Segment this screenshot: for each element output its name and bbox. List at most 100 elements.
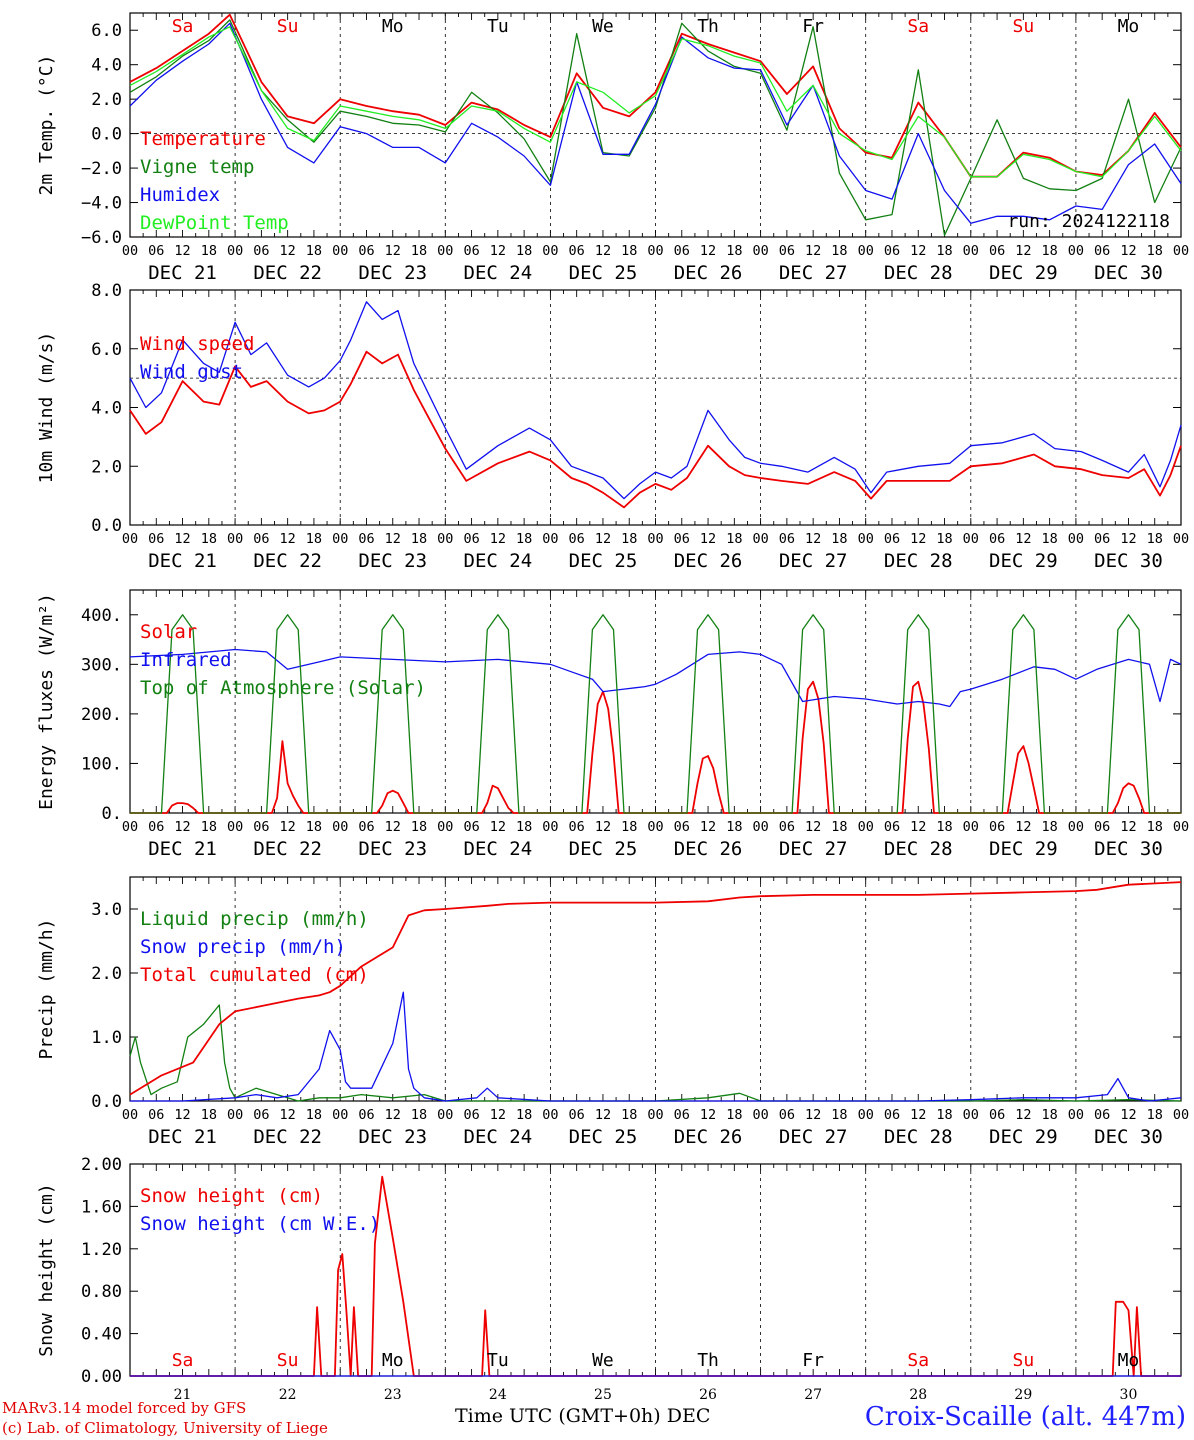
y-axis-label: Snow height (cm) — [36, 1183, 57, 1356]
hour-label: 18 — [831, 1107, 847, 1123]
hour-label: 00 — [858, 819, 874, 835]
hour-label: 06 — [358, 819, 374, 835]
legend-entry: Snow precip (mm/h) — [140, 936, 346, 958]
hour-label: 18 — [516, 243, 532, 259]
date-label: DEC 28 — [884, 838, 953, 860]
weekday-label: We — [592, 16, 614, 37]
hour-label: 18 — [936, 531, 952, 547]
series-line-blue — [129, 648, 1182, 708]
hour-label: 18 — [936, 1107, 952, 1123]
date-label: DEC 24 — [464, 838, 533, 860]
hour-label: 18 — [1147, 531, 1163, 547]
hour-label: 06 — [148, 1107, 164, 1123]
hour-label: 12 — [910, 819, 926, 835]
hour-label: 18 — [201, 819, 217, 835]
date-label: DEC 24 — [464, 550, 533, 572]
hour-label: 06 — [674, 531, 690, 547]
hour-label: 06 — [1094, 819, 1110, 835]
hour-label: 00 — [1068, 243, 1084, 259]
y-tick-label: 4.0 — [91, 399, 122, 419]
hour-label: 12 — [595, 243, 611, 259]
series-line-green — [130, 614, 1181, 814]
day-number-label: 21 — [174, 1387, 192, 1403]
hour-label: 12 — [490, 819, 506, 835]
hour-label: 06 — [884, 531, 900, 547]
hour-label: 18 — [411, 1107, 427, 1123]
date-label: DEC 27 — [779, 550, 848, 572]
hour-label: 12 — [385, 819, 401, 835]
hour-label: 00 — [963, 819, 979, 835]
y-tick-label: 1.20 — [81, 1240, 122, 1260]
hour-label: 06 — [989, 243, 1005, 259]
y-tick-label: 6.0 — [91, 340, 122, 360]
date-label: DEC 24 — [464, 1126, 533, 1148]
hour-label: 18 — [201, 1107, 217, 1123]
legend-entry: Liquid precip (mm/h) — [140, 908, 369, 930]
date-label: DEC 23 — [358, 550, 427, 572]
hour-label: 06 — [148, 243, 164, 259]
hour-label: 12 — [595, 531, 611, 547]
hour-label: 00 — [647, 243, 663, 259]
date-label: DEC 23 — [358, 262, 427, 284]
hour-label: 18 — [1147, 1107, 1163, 1123]
hour-label: 06 — [674, 243, 690, 259]
hour-label: 06 — [358, 243, 374, 259]
hour-label: 00 — [122, 1107, 138, 1123]
y-axis-label: 2m Temp. (°C) — [36, 55, 57, 196]
weekday-label: Tu — [487, 16, 509, 37]
weekday-label: Su — [1013, 1350, 1035, 1371]
date-label: DEC 21 — [148, 1126, 217, 1148]
weekday-label: Sa — [172, 1350, 194, 1371]
date-label: DEC 26 — [674, 550, 743, 572]
hour-label: 06 — [463, 819, 479, 835]
hour-label: 06 — [358, 1107, 374, 1123]
hour-label: 18 — [831, 531, 847, 547]
legend-entry: Vigne temp — [140, 156, 254, 178]
hour-label: 00 — [122, 819, 138, 835]
hour-label: 00 — [1068, 1107, 1084, 1123]
y-tick-label: 0.40 — [81, 1325, 122, 1345]
hour-label: 00 — [1068, 531, 1084, 547]
y-tick-label: 100. — [81, 754, 122, 774]
day-number-label: 29 — [1014, 1387, 1032, 1403]
hour-label: 06 — [358, 531, 374, 547]
date-label: DEC 30 — [1094, 838, 1163, 860]
weekday-label: Th — [697, 16, 719, 37]
date-label: DEC 22 — [253, 1126, 322, 1148]
hour-label: 18 — [1041, 243, 1057, 259]
series-line-blue — [129, 301, 1182, 500]
day-number-label: 27 — [804, 1387, 822, 1403]
hour-label: 12 — [595, 1107, 611, 1123]
hour-label: 00 — [1173, 1107, 1189, 1123]
weekday-label: Th — [697, 1350, 719, 1371]
date-label: DEC 27 — [779, 262, 848, 284]
hour-label: 18 — [411, 531, 427, 547]
y-tick-label: −2.0 — [81, 159, 122, 179]
weekday-label: Su — [277, 1350, 299, 1371]
hour-label: 18 — [726, 243, 742, 259]
hour-label: 06 — [779, 531, 795, 547]
hour-label: 00 — [858, 531, 874, 547]
hour-label: 00 — [437, 531, 453, 547]
hour-label: 06 — [569, 243, 585, 259]
hour-label: 00 — [1173, 819, 1189, 835]
hour-label: 00 — [752, 1107, 768, 1123]
date-label: DEC 25 — [569, 550, 638, 572]
weekday-label: Su — [1013, 16, 1035, 37]
hour-label: 00 — [437, 819, 453, 835]
hour-label: 18 — [411, 819, 427, 835]
y-tick-label: 300. — [81, 655, 122, 675]
y-tick-label: 2.0 — [91, 457, 122, 477]
hour-label: 00 — [437, 1107, 453, 1123]
hour-label: 12 — [280, 1107, 296, 1123]
hour-label: 06 — [884, 1107, 900, 1123]
date-label: DEC 28 — [884, 550, 953, 572]
hour-label: 00 — [227, 1107, 243, 1123]
hour-label: 12 — [805, 243, 821, 259]
y-axis-label: Precip (mm/h) — [36, 919, 57, 1060]
weekday-label: Fr — [802, 16, 824, 37]
hour-label: 00 — [122, 243, 138, 259]
hour-label: 06 — [779, 819, 795, 835]
weekday-label: Mo — [1118, 1350, 1140, 1371]
hour-label: 18 — [411, 243, 427, 259]
